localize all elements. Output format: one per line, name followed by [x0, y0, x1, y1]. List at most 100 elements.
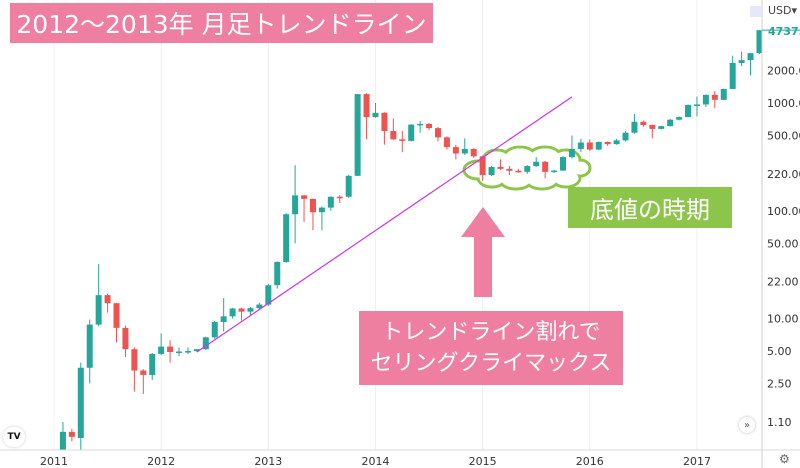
candle-body	[274, 262, 281, 286]
candle-body	[452, 147, 459, 154]
candle-body	[301, 195, 308, 199]
candle-body	[345, 175, 352, 197]
candle	[560, 156, 567, 171]
candle-body	[729, 62, 736, 89]
candle-body	[586, 142, 593, 150]
candle	[399, 130, 406, 153]
candle-body	[247, 308, 254, 312]
currency-selector[interactable]: USD▾	[768, 4, 797, 17]
candle	[140, 369, 147, 394]
candle	[426, 123, 433, 131]
candle	[122, 325, 129, 358]
candles	[59, 30, 763, 450]
candle	[613, 138, 620, 145]
candle-body	[631, 121, 638, 133]
candle	[149, 352, 156, 380]
scroll-to-latest-button[interactable]: »	[739, 417, 755, 433]
time-axis[interactable]: 2011 2012 2013 2014 2015 2016 2017	[40, 455, 711, 468]
candle-body	[497, 166, 504, 169]
candle-body	[720, 88, 727, 100]
candle-body	[568, 148, 575, 158]
candle-body	[176, 351, 183, 354]
candle	[497, 159, 504, 170]
price-axis[interactable]: 2000.00 1000.00 500.00 220.00 100.00 50.00 22.…	[762, 29, 800, 429]
callout-line-2: セリングクライマックス	[370, 351, 612, 376]
candle	[488, 166, 495, 177]
candle	[247, 307, 254, 317]
candle-body	[577, 142, 584, 149]
candle-body	[309, 198, 316, 213]
candle-body	[390, 130, 397, 140]
candle-body	[702, 94, 709, 105]
gear-icon[interactable]: ⚙	[779, 452, 790, 466]
candle	[506, 166, 513, 175]
candle-body	[711, 94, 718, 100]
x-tick-label: 2017	[683, 455, 711, 468]
tradingview-logo[interactable]: TV	[3, 427, 25, 447]
candle	[631, 114, 638, 134]
candle	[363, 93, 370, 140]
candle-body	[747, 53, 754, 61]
candle-body	[649, 125, 656, 129]
candle-body	[381, 112, 388, 131]
candle	[167, 340, 174, 363]
candle-body	[426, 123, 433, 129]
candle-body	[640, 121, 647, 126]
candle-body	[613, 140, 620, 145]
candle-body	[658, 126, 665, 129]
candle	[59, 421, 66, 450]
candle	[479, 155, 486, 181]
candle-body	[408, 124, 415, 141]
y-tick-label: 22.00	[767, 276, 799, 289]
candle-body	[551, 170, 558, 173]
candle-body	[283, 214, 290, 263]
y-tick-label: 500.00	[767, 129, 800, 142]
candle	[738, 51, 745, 67]
candle	[104, 293, 111, 313]
candle	[283, 213, 290, 263]
last-price-label: 4737.	[768, 25, 800, 38]
candle	[95, 264, 102, 327]
candle	[622, 130, 629, 142]
candle-body	[149, 353, 156, 375]
candle-body	[318, 207, 325, 213]
candle-body	[77, 367, 84, 439]
candle	[720, 88, 727, 101]
candle	[747, 53, 754, 76]
trendline	[196, 96, 573, 353]
candle	[408, 124, 415, 142]
candle	[702, 94, 709, 107]
candle-body	[220, 316, 227, 322]
square-icon[interactable]	[750, 6, 761, 17]
candle	[318, 206, 325, 231]
candle	[265, 283, 272, 307]
y-tick-label: 10.00	[767, 313, 799, 326]
candle-body	[184, 351, 191, 353]
candle	[542, 160, 549, 179]
candle	[568, 135, 575, 159]
candle-body	[533, 161, 540, 167]
candle	[309, 198, 316, 231]
candle-body	[265, 285, 272, 305]
candle-body	[372, 112, 379, 118]
candle	[292, 165, 299, 244]
candle-body	[202, 337, 209, 350]
candle-body	[336, 196, 343, 199]
candle-body	[95, 295, 102, 325]
candle-body	[122, 327, 129, 350]
candle-body	[479, 156, 486, 175]
candle-body	[229, 308, 236, 317]
candle-body	[68, 431, 75, 437]
trendline-segment	[196, 96, 573, 353]
candle	[685, 104, 692, 118]
up-arrow-annotation	[461, 207, 505, 297]
candle	[301, 195, 308, 222]
y-tick-label: 50.00	[767, 237, 799, 250]
chevron-down-icon: ▾	[791, 4, 798, 17]
candle	[452, 144, 459, 160]
candle	[354, 94, 361, 177]
candle-body	[756, 30, 763, 54]
candle-body	[524, 166, 531, 172]
candle	[238, 307, 245, 321]
